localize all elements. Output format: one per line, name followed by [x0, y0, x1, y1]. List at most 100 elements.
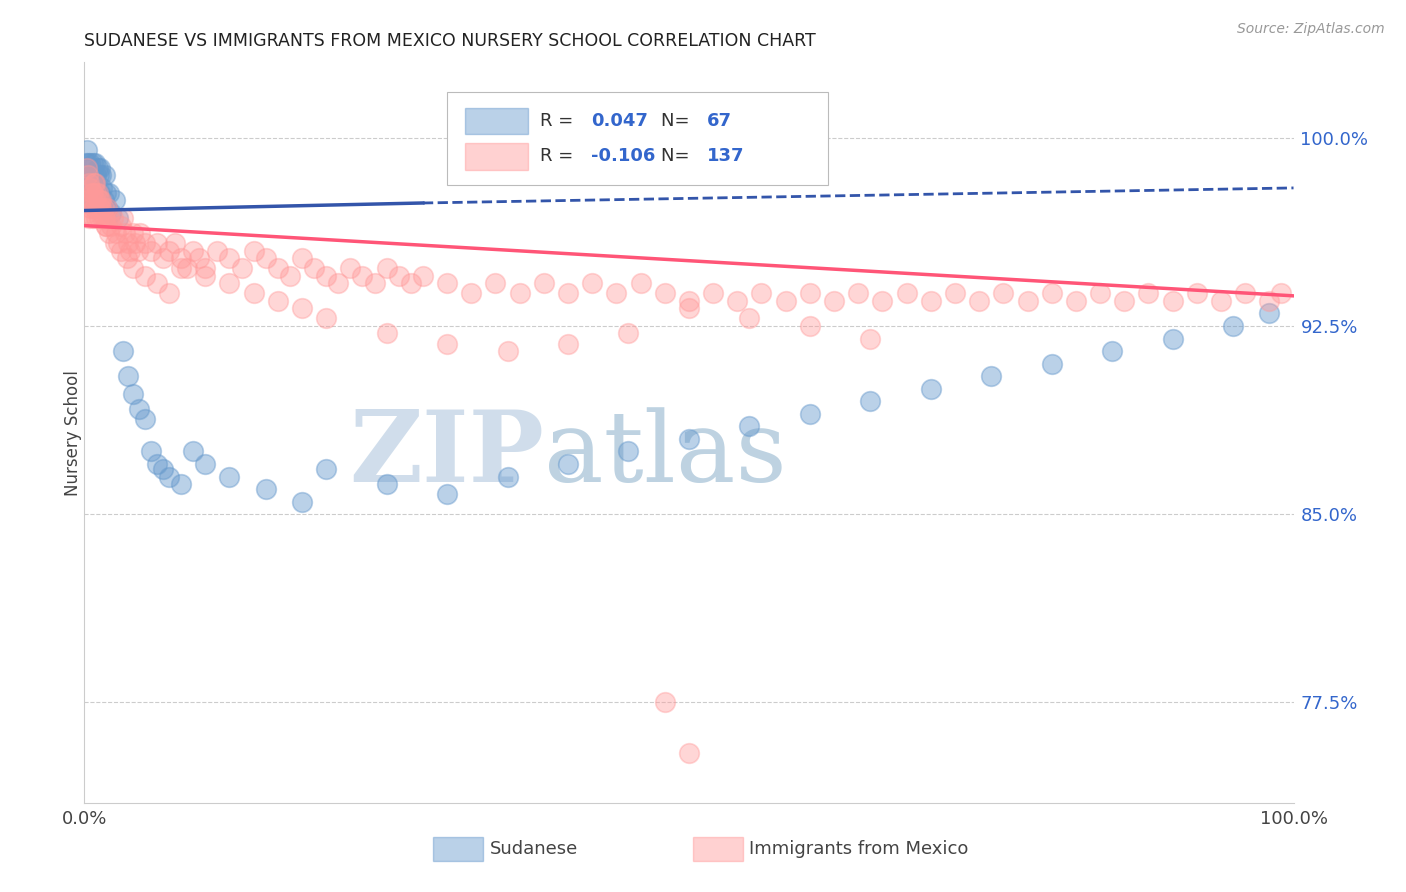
Point: [218, 469, 240, 483]
Point: [84, 194, 107, 208]
Point: [339, 261, 361, 276]
Point: [496, 344, 519, 359]
Point: [79, 201, 101, 215]
Point: [181, 444, 204, 458]
Point: [617, 444, 640, 458]
Point: [121, 386, 143, 401]
Point: [77, 194, 100, 208]
Y-axis label: Nursery School: Nursery School: [65, 369, 82, 496]
Point: [581, 277, 603, 291]
Text: -0.106: -0.106: [591, 147, 655, 165]
Point: [112, 344, 135, 359]
Point: [79, 156, 101, 170]
Text: N=: N=: [661, 112, 696, 130]
Point: [1064, 293, 1087, 308]
Point: [678, 432, 700, 446]
Text: 67: 67: [707, 112, 733, 130]
Text: Source: ZipAtlas.com: Source: ZipAtlas.com: [1237, 22, 1385, 37]
Point: [82, 186, 104, 200]
Point: [436, 336, 458, 351]
Point: [112, 211, 135, 225]
Point: [97, 226, 120, 240]
Point: [87, 194, 110, 208]
Point: [104, 194, 127, 208]
Point: [86, 211, 108, 225]
Point: [375, 261, 398, 276]
Point: [194, 261, 217, 276]
Point: [896, 286, 918, 301]
Point: [152, 251, 174, 265]
Point: [654, 286, 676, 301]
Point: [89, 201, 111, 215]
Point: [77, 211, 100, 225]
Point: [496, 469, 519, 483]
Point: [84, 176, 107, 190]
Point: [302, 261, 325, 276]
Point: [654, 695, 676, 709]
Text: Sudanese: Sudanese: [489, 839, 578, 858]
Point: [278, 268, 301, 283]
Point: [1209, 293, 1232, 308]
Point: [194, 457, 217, 471]
Point: [76, 206, 98, 220]
Point: [738, 311, 761, 326]
Point: [127, 244, 149, 258]
Point: [76, 161, 98, 175]
Point: [557, 286, 579, 301]
Point: [1161, 293, 1184, 308]
Point: [194, 268, 217, 283]
Point: [139, 244, 162, 258]
Point: [254, 482, 277, 496]
Point: [157, 244, 180, 258]
Point: [1222, 318, 1244, 333]
Point: [170, 251, 193, 265]
Point: [146, 277, 169, 291]
Point: [1017, 293, 1039, 308]
Point: [82, 211, 104, 225]
Point: [605, 286, 627, 301]
Point: [291, 494, 314, 508]
Point: [920, 382, 942, 396]
Point: [702, 286, 724, 301]
Point: [1040, 357, 1063, 371]
Point: [1234, 286, 1257, 301]
Point: [170, 477, 193, 491]
Point: [103, 211, 125, 225]
Point: [725, 293, 748, 308]
Point: [165, 236, 187, 251]
Point: [115, 251, 138, 265]
Point: [80, 186, 103, 200]
Point: [242, 286, 264, 301]
Point: [79, 181, 101, 195]
Point: [94, 219, 117, 233]
Point: [363, 277, 385, 291]
Point: [181, 244, 204, 258]
Point: [980, 369, 1002, 384]
Point: [91, 181, 114, 195]
Point: [375, 326, 398, 341]
Point: [80, 169, 103, 183]
Point: [84, 181, 107, 195]
Text: Immigrants from Mexico: Immigrants from Mexico: [749, 839, 969, 858]
Point: [1258, 306, 1281, 320]
Point: [218, 277, 240, 291]
Text: atlas: atlas: [544, 407, 786, 503]
Point: [157, 469, 180, 483]
Point: [460, 286, 482, 301]
Point: [176, 261, 198, 276]
Text: ZIP: ZIP: [349, 407, 544, 503]
Point: [738, 419, 761, 434]
Point: [86, 201, 108, 215]
Point: [557, 336, 579, 351]
Point: [77, 169, 100, 183]
Point: [87, 169, 110, 183]
FancyBboxPatch shape: [465, 143, 529, 169]
Point: [83, 169, 105, 183]
Point: [242, 244, 264, 258]
Point: [1137, 286, 1160, 301]
Point: [291, 251, 314, 265]
Point: [291, 301, 314, 316]
Point: [84, 156, 107, 170]
Point: [267, 293, 290, 308]
Point: [107, 211, 129, 225]
